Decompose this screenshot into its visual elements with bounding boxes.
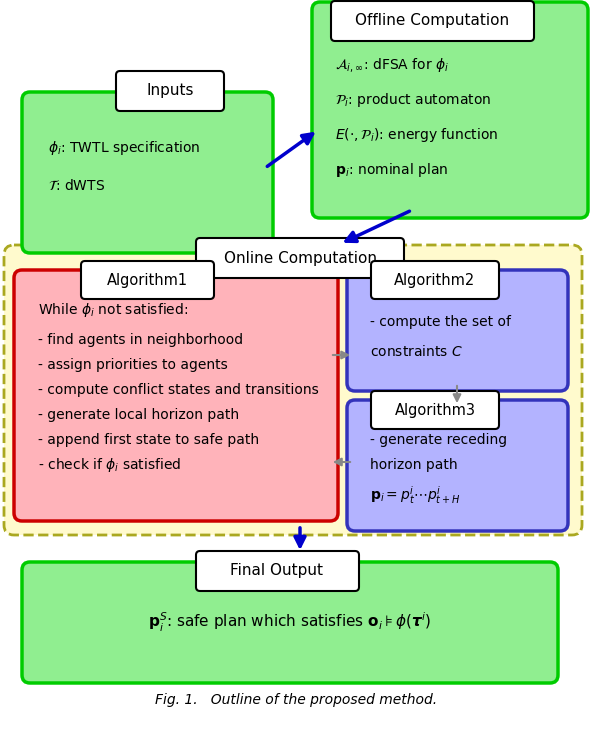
- Text: - generate receding: - generate receding: [370, 433, 507, 447]
- Text: Inputs: Inputs: [146, 83, 194, 98]
- Text: - assign priorities to agents: - assign priorities to agents: [38, 358, 228, 372]
- Text: - compute the set of: - compute the set of: [370, 315, 511, 329]
- Text: Final Output: Final Output: [230, 564, 323, 579]
- Text: $\mathbf{p}_i^S$: safe plan which satisfies $\mathbf{o}_i \models \phi(\boldsymb: $\mathbf{p}_i^S$: safe plan which satisf…: [149, 610, 432, 634]
- Text: $\phi_i$: TWTL specification: $\phi_i$: TWTL specification: [48, 139, 201, 157]
- Text: - generate local horizon path: - generate local horizon path: [38, 408, 239, 422]
- FancyBboxPatch shape: [196, 238, 404, 278]
- Text: $E(\cdot, \mathcal{P}_i)$: energy function: $E(\cdot, \mathcal{P}_i)$: energy functi…: [335, 126, 498, 144]
- FancyBboxPatch shape: [22, 562, 558, 683]
- FancyBboxPatch shape: [14, 270, 338, 521]
- FancyBboxPatch shape: [196, 551, 359, 591]
- Text: Fig. 1.   Outline of the proposed method.: Fig. 1. Outline of the proposed method.: [155, 693, 437, 707]
- Text: - compute conflict states and transitions: - compute conflict states and transition…: [38, 383, 318, 397]
- Text: horizon path: horizon path: [370, 458, 458, 472]
- Text: While $\phi_i$ not satisfied:: While $\phi_i$ not satisfied:: [38, 301, 188, 319]
- Text: Online Computation: Online Computation: [224, 250, 377, 266]
- Text: $\mathcal{A}_{i,\infty}$: dFSA for $\phi_i$: $\mathcal{A}_{i,\infty}$: dFSA for $\phi…: [335, 56, 449, 74]
- FancyBboxPatch shape: [4, 245, 582, 535]
- FancyBboxPatch shape: [371, 391, 499, 429]
- Text: constraints $C$: constraints $C$: [370, 345, 463, 359]
- FancyBboxPatch shape: [347, 270, 568, 391]
- FancyBboxPatch shape: [22, 92, 273, 253]
- Text: $\mathbf{p}_i = p_t^i \cdots p_{t+H}^i$: $\mathbf{p}_i = p_t^i \cdots p_{t+H}^i$: [370, 484, 461, 506]
- Text: Algorithm2: Algorithm2: [394, 272, 475, 288]
- Text: $\mathcal{P}_i$: product automaton: $\mathcal{P}_i$: product automaton: [335, 91, 491, 109]
- Text: - check if $\phi_i$ satisfied: - check if $\phi_i$ satisfied: [38, 456, 181, 474]
- FancyBboxPatch shape: [116, 71, 224, 111]
- Text: $\mathcal{T}$: dWTS: $\mathcal{T}$: dWTS: [48, 178, 105, 193]
- Text: Algorithm3: Algorithm3: [394, 402, 475, 418]
- Text: Algorithm1: Algorithm1: [107, 272, 188, 288]
- FancyBboxPatch shape: [347, 400, 568, 531]
- Text: - find agents in neighborhood: - find agents in neighborhood: [38, 333, 243, 347]
- FancyBboxPatch shape: [331, 1, 534, 41]
- FancyBboxPatch shape: [371, 261, 499, 299]
- Text: Offline Computation: Offline Computation: [355, 13, 509, 29]
- FancyBboxPatch shape: [81, 261, 214, 299]
- Text: - append first state to safe path: - append first state to safe path: [38, 433, 259, 447]
- Text: $\mathbf{p}_i$: nominal plan: $\mathbf{p}_i$: nominal plan: [335, 161, 448, 179]
- FancyBboxPatch shape: [312, 2, 588, 218]
